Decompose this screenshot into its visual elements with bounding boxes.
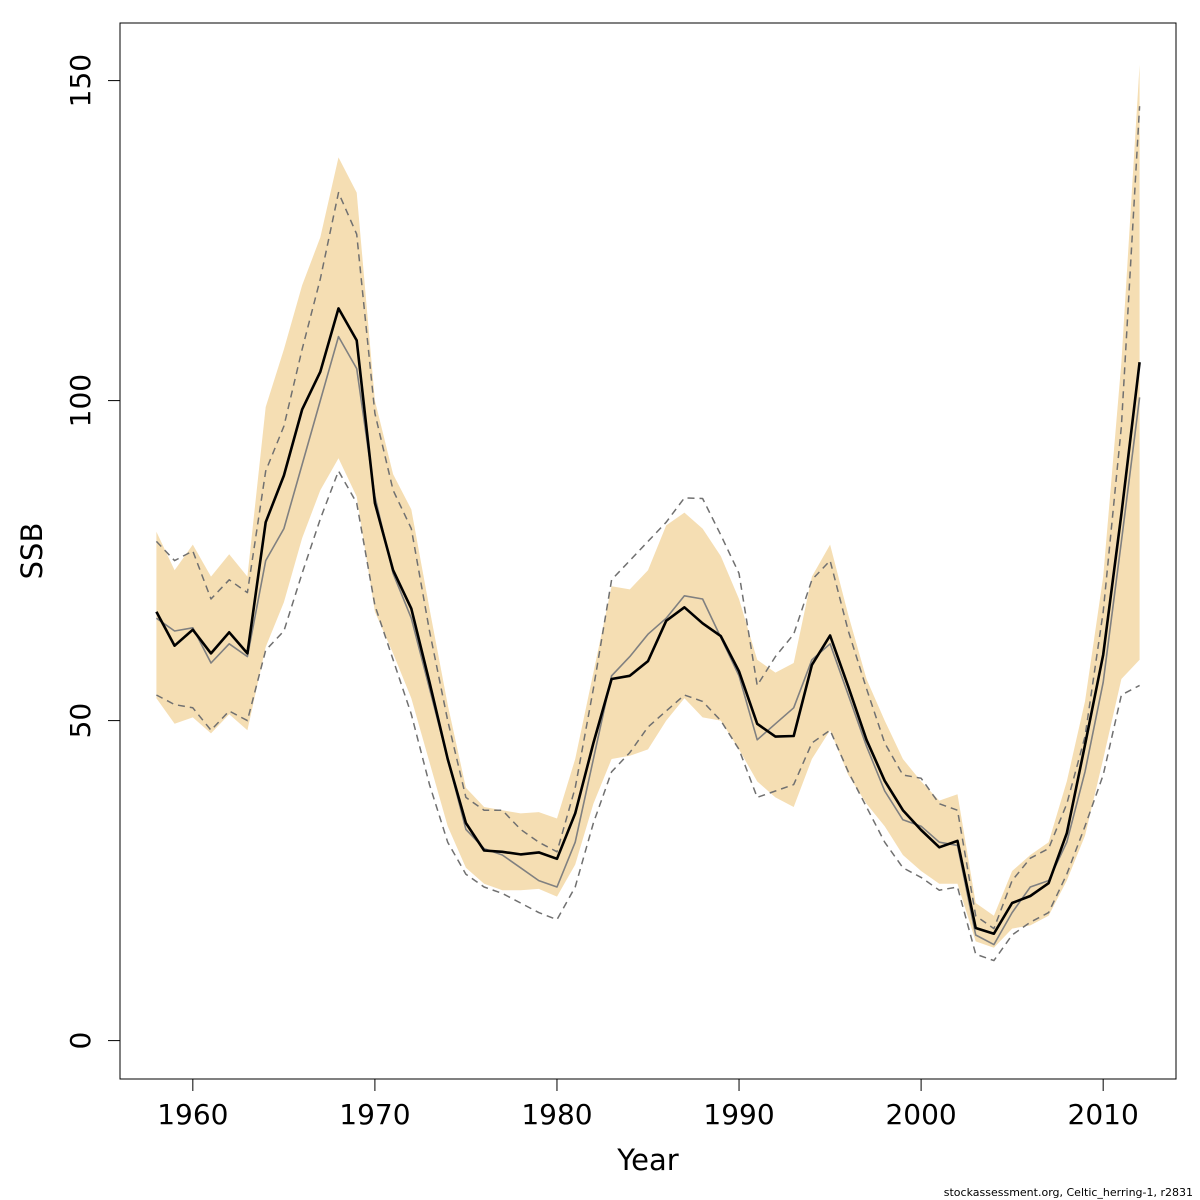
upper-bound-line — [155, 106, 1141, 930]
y-axis: 0 50 100 150 — [64, 54, 121, 1050]
y-axis-title: SSB — [15, 523, 49, 580]
comparison-line — [155, 335, 1141, 946]
x-tick-label: 1980 — [521, 1098, 592, 1131]
credit-text: stockassessment.org, Celtic_herring-1, r… — [944, 1186, 1193, 1199]
x-axis-title: Year — [616, 1143, 678, 1177]
x-axis: 1960 1970 1980 1990 2000 2010 — [157, 1078, 1139, 1131]
x-tick-label: 1970 — [339, 1098, 410, 1131]
x-tick-label: 1960 — [157, 1098, 228, 1131]
y-tick-label: 50 — [64, 703, 97, 739]
confidence-band-layer — [156, 64, 1140, 948]
x-tick-label: 1990 — [703, 1098, 774, 1131]
series-lines-layer — [155, 106, 1141, 962]
x-tick-label: 2000 — [885, 1098, 956, 1131]
x-tick-label: 2010 — [1068, 1098, 1139, 1131]
confidence-band — [156, 64, 1140, 948]
y-tick-label: 100 — [64, 374, 97, 427]
estimate-line — [155, 307, 1141, 936]
y-tick-label: 0 — [64, 1032, 97, 1050]
y-tick-label: 150 — [64, 54, 97, 107]
